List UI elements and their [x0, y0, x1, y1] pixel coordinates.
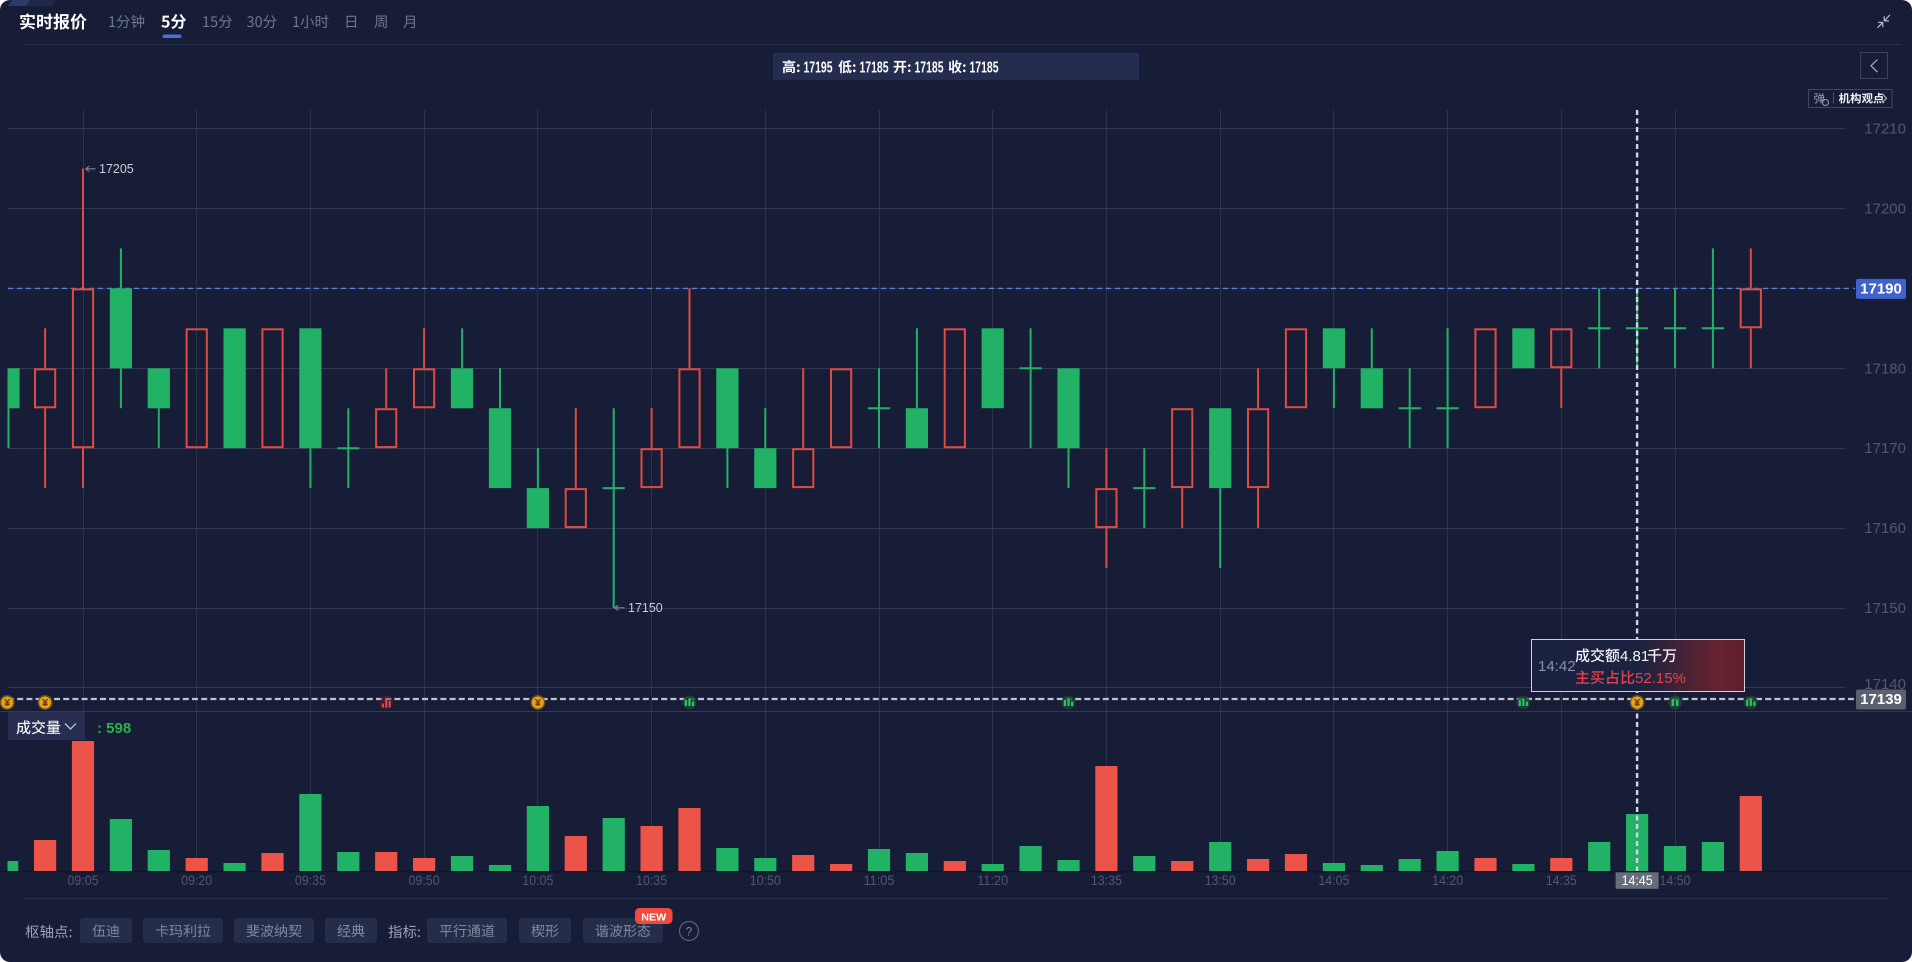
svg-text:17160: 17160 — [1864, 520, 1906, 537]
svg-text:: 598: : 598 — [97, 720, 131, 737]
svg-text:14:45: 14:45 — [1622, 872, 1653, 888]
svg-text:17190: 17190 — [1860, 280, 1902, 297]
svg-text:17200: 17200 — [1864, 201, 1906, 218]
svg-text:17210: 17210 — [1864, 121, 1906, 138]
svg-text:14:35: 14:35 — [1546, 873, 1577, 888]
svg-text:17180: 17180 — [1864, 360, 1906, 377]
svg-text:17195: 17195 — [804, 60, 833, 77]
svg-text:11:20: 11:20 — [977, 873, 1008, 888]
svg-text:09:35: 09:35 — [295, 873, 326, 888]
svg-text:10:05: 10:05 — [522, 873, 553, 888]
svg-text:17140: 17140 — [1864, 676, 1906, 693]
svg-text:17150: 17150 — [628, 601, 663, 615]
svg-text:52.15%: 52.15% — [1635, 670, 1686, 687]
svg-text:14:05: 14:05 — [1318, 873, 1349, 888]
svg-text:4.81: 4.81 — [1620, 648, 1649, 665]
svg-text:17185: 17185 — [860, 60, 889, 77]
svg-text:09:05: 09:05 — [68, 873, 99, 888]
svg-text:10:35: 10:35 — [636, 873, 667, 888]
svg-text:17150: 17150 — [1864, 600, 1906, 617]
svg-text:17205: 17205 — [99, 162, 134, 176]
svg-text:?: ? — [686, 927, 692, 939]
svg-text:13:50: 13:50 — [1205, 873, 1236, 888]
svg-text:09:20: 09:20 — [181, 873, 212, 888]
svg-text:09:50: 09:50 — [409, 873, 440, 888]
svg-text:17170: 17170 — [1864, 440, 1906, 457]
svg-text:17185: 17185 — [970, 60, 999, 77]
svg-text:17185: 17185 — [915, 60, 944, 77]
svg-text:11:05: 11:05 — [864, 873, 895, 888]
svg-text:14:50: 14:50 — [1660, 873, 1691, 888]
svg-text:10:50: 10:50 — [750, 873, 781, 888]
svg-text:17139: 17139 — [1860, 691, 1902, 708]
svg-text:13:35: 13:35 — [1091, 873, 1122, 888]
svg-text:NEW: NEW — [641, 911, 666, 923]
svg-text:14:42: 14:42 — [1538, 658, 1576, 675]
svg-text:14:20: 14:20 — [1432, 873, 1463, 888]
